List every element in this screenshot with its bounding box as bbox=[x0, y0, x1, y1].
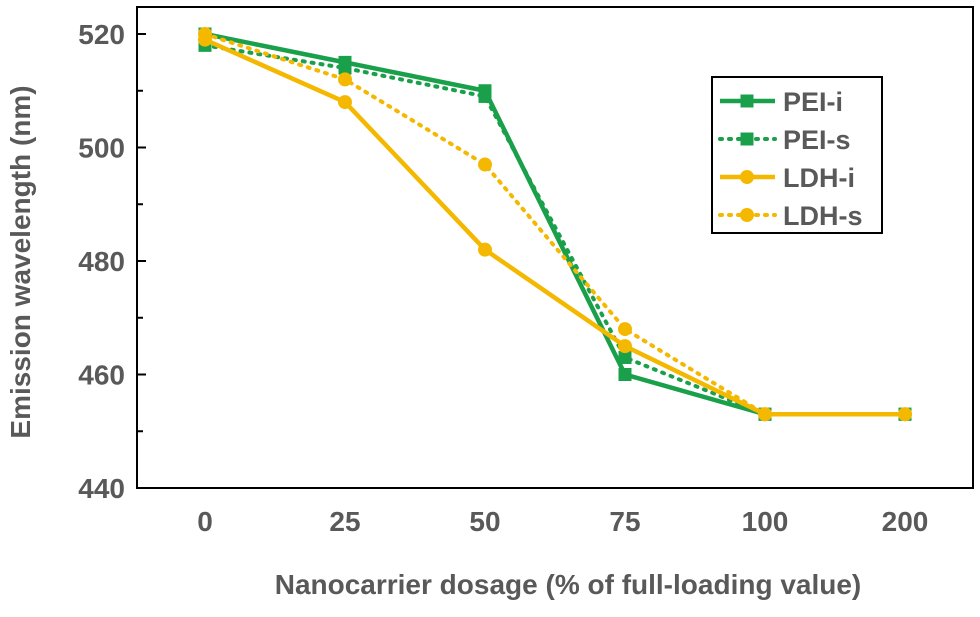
data-point bbox=[338, 61, 352, 75]
legend-label: LDH-s bbox=[783, 201, 863, 231]
legend-marker bbox=[740, 132, 754, 146]
y-tick-label: 460 bbox=[78, 360, 125, 391]
y-tick-label: 520 bbox=[78, 19, 125, 50]
x-axis-title: Nanocarrier dosage (% of full-loading va… bbox=[275, 569, 862, 600]
legend-item: PEI-i bbox=[720, 87, 843, 117]
data-point bbox=[338, 72, 352, 87]
data-point bbox=[618, 350, 632, 364]
legend-item: LDH-i bbox=[720, 163, 855, 193]
legend-label: PEI-i bbox=[783, 87, 843, 117]
x-tick-label: 75 bbox=[609, 506, 640, 537]
plot-area-border bbox=[136, 6, 974, 489]
data-point bbox=[478, 242, 492, 257]
data-point bbox=[758, 407, 772, 422]
data-point bbox=[478, 157, 492, 172]
legend-item: PEI-s bbox=[718, 125, 851, 155]
x-tick-label: 100 bbox=[742, 506, 789, 537]
series-ldh-s bbox=[198, 27, 912, 422]
series-line bbox=[203, 32, 907, 417]
legend-item: LDH-s bbox=[718, 201, 863, 231]
data-point bbox=[898, 407, 912, 422]
x-tick-label: 50 bbox=[469, 506, 500, 537]
data-point bbox=[478, 89, 492, 103]
legend-marker bbox=[740, 170, 754, 184]
legend-marker bbox=[740, 94, 754, 108]
data-point bbox=[198, 27, 212, 41]
data-point bbox=[618, 368, 632, 381]
legend-label: LDH-i bbox=[783, 163, 855, 193]
y-axis-title: Emission wavelength (nm) bbox=[5, 85, 36, 438]
x-tick-label: 200 bbox=[882, 506, 929, 537]
legend-marker bbox=[740, 208, 754, 222]
data-point bbox=[618, 322, 632, 337]
x-tick-label: 25 bbox=[329, 506, 360, 537]
y-tick-label: 440 bbox=[78, 473, 125, 504]
y-tick-label: 480 bbox=[78, 246, 125, 277]
data-point bbox=[338, 95, 352, 110]
y-tick-label: 500 bbox=[78, 133, 125, 164]
legend-label: PEI-s bbox=[783, 125, 851, 155]
data-point bbox=[618, 339, 632, 354]
x-tick-label: 0 bbox=[197, 506, 213, 537]
